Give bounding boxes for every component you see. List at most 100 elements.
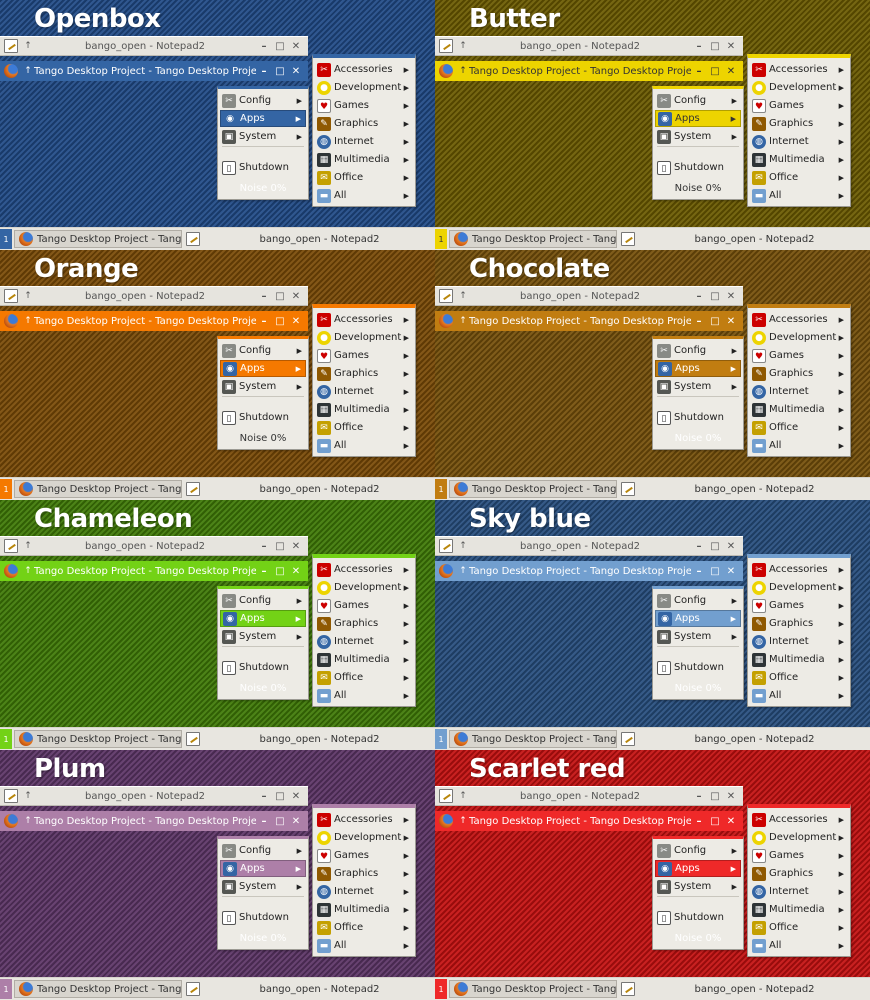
menu-item-development[interactable]: ● Development ▶ bbox=[315, 579, 413, 596]
menu-item-internet[interactable]: ◍ Internet ▶ bbox=[315, 133, 413, 150]
minimize-button[interactable]: – bbox=[261, 65, 267, 77]
menu-item-system[interactable]: ▣ System ▶ bbox=[655, 128, 741, 145]
maximize-button[interactable]: □ bbox=[710, 540, 720, 552]
menu-item-internet[interactable]: ◍ Internet ▶ bbox=[315, 883, 413, 900]
close-button[interactable]: ✕ bbox=[726, 540, 736, 552]
menu-item-shutdown[interactable]: ▯ Shutdown bbox=[220, 159, 306, 176]
taskbar-task-firefox[interactable]: Tango Desktop Project - Tang... bbox=[14, 480, 182, 498]
firefox-icon[interactable] bbox=[4, 64, 18, 78]
minimize-button[interactable]: – bbox=[261, 40, 267, 52]
menu-item-system[interactable]: ▣ System ▶ bbox=[655, 378, 741, 395]
menu-item-config[interactable]: ✂ Config ▶ bbox=[655, 592, 741, 609]
menu-item-shutdown[interactable]: ▯ Shutdown bbox=[655, 659, 741, 676]
active-window-titlebar[interactable]: ↑ Tango Desktop Project - Tango Desktop … bbox=[435, 61, 743, 81]
desktop-pager[interactable]: 1 bbox=[435, 729, 447, 749]
minimize-button[interactable]: – bbox=[261, 790, 267, 802]
close-button[interactable]: ✕ bbox=[291, 290, 301, 302]
up-arrow-icon[interactable]: ↑ bbox=[459, 566, 467, 576]
up-arrow-icon[interactable]: ↑ bbox=[459, 541, 467, 551]
maximize-button[interactable]: □ bbox=[275, 790, 285, 802]
up-arrow-icon[interactable]: ↑ bbox=[459, 41, 467, 51]
menu-item-system[interactable]: ▣ System ▶ bbox=[220, 628, 306, 645]
menu-item-development[interactable]: ● Development ▶ bbox=[750, 579, 848, 596]
taskbar-task-firefox[interactable]: Tango Desktop Project - Tang... bbox=[14, 230, 182, 248]
menu-item-development[interactable]: ● Development ▶ bbox=[315, 329, 413, 346]
menu-item-system[interactable]: ▣ System ▶ bbox=[220, 378, 306, 395]
menu-item-accessories[interactable]: ✂ Accessories ▶ bbox=[750, 811, 848, 828]
close-button[interactable]: ✕ bbox=[726, 40, 736, 52]
firefox-icon[interactable] bbox=[4, 564, 18, 578]
inactive-window-titlebar[interactable]: ↑ bango_open - Notepad2 – □ ✕ bbox=[435, 286, 743, 306]
menu-item-development[interactable]: ● Development ▶ bbox=[750, 79, 848, 96]
taskbar-task-firefox[interactable]: Tango Desktop Project - Tang... bbox=[449, 230, 617, 248]
menu-item-multimedia[interactable]: ▦ Multimedia ▶ bbox=[315, 901, 413, 918]
desktop-pager[interactable]: 1 bbox=[435, 229, 447, 249]
menu-item-config[interactable]: ✂ Config ▶ bbox=[220, 342, 306, 359]
close-button[interactable]: ✕ bbox=[291, 815, 301, 827]
menu-item-config[interactable]: ✂ Config ▶ bbox=[655, 92, 741, 109]
menu-item-accessories[interactable]: ✂ Accessories ▶ bbox=[315, 311, 413, 328]
notepad-icon[interactable] bbox=[439, 539, 453, 553]
menu-item-multimedia[interactable]: ▦ Multimedia ▶ bbox=[315, 651, 413, 668]
active-window-titlebar[interactable]: ↑ Tango Desktop Project - Tango Desktop … bbox=[0, 61, 308, 81]
menu-item-internet[interactable]: ◍ Internet ▶ bbox=[315, 383, 413, 400]
menu-item-accessories[interactable]: ✂ Accessories ▶ bbox=[750, 561, 848, 578]
maximize-button[interactable]: □ bbox=[710, 290, 720, 302]
menu-item-all[interactable]: ▬ All ▶ bbox=[315, 937, 413, 954]
menu-item-all[interactable]: ▬ All ▶ bbox=[315, 437, 413, 454]
menu-item-apps[interactable]: ◉ Apps ▶ bbox=[220, 610, 306, 627]
menu-item-config[interactable]: ✂ Config ▶ bbox=[655, 842, 741, 859]
menu-item-config[interactable]: ✂ Config ▶ bbox=[220, 592, 306, 609]
minimize-button[interactable]: – bbox=[696, 565, 702, 577]
menu-item-shutdown[interactable]: ▯ Shutdown bbox=[220, 659, 306, 676]
desktop-pager[interactable]: 1 bbox=[0, 729, 12, 749]
up-arrow-icon[interactable]: ↑ bbox=[24, 41, 32, 51]
menu-item-office[interactable]: ✉ Office ▶ bbox=[315, 919, 413, 936]
menu-item-multimedia[interactable]: ▦ Multimedia ▶ bbox=[315, 151, 413, 168]
inactive-window-titlebar[interactable]: ↑ bango_open - Notepad2 – □ ✕ bbox=[0, 536, 308, 556]
taskbar-task-firefox[interactable]: Tango Desktop Project - Tang... bbox=[449, 980, 617, 998]
menu-item-development[interactable]: ● Development ▶ bbox=[315, 829, 413, 846]
menu-item-graphics[interactable]: ✎ Graphics ▶ bbox=[750, 365, 848, 382]
menu-item-all[interactable]: ▬ All ▶ bbox=[750, 437, 848, 454]
taskbar-task-notepad[interactable]: bango_open - Notepad2 bbox=[617, 230, 870, 248]
menu-item-all[interactable]: ▬ All ▶ bbox=[315, 187, 413, 204]
firefox-icon[interactable] bbox=[4, 314, 18, 328]
minimize-button[interactable]: – bbox=[261, 315, 267, 327]
menu-item-system[interactable]: ▣ System ▶ bbox=[655, 878, 741, 895]
firefox-icon[interactable] bbox=[439, 564, 453, 578]
menu-item-apps[interactable]: ◉ Apps ▶ bbox=[655, 610, 741, 627]
firefox-icon[interactable] bbox=[439, 64, 453, 78]
close-button[interactable]: ✕ bbox=[726, 565, 736, 577]
active-window-titlebar[interactable]: ↑ Tango Desktop Project - Tango Desktop … bbox=[435, 811, 743, 831]
desktop-pager[interactable]: 1 bbox=[435, 979, 447, 999]
taskbar-task-notepad[interactable]: bango_open - Notepad2 bbox=[182, 230, 435, 248]
close-button[interactable]: ✕ bbox=[291, 565, 301, 577]
inactive-window-titlebar[interactable]: ↑ bango_open - Notepad2 – □ ✕ bbox=[435, 786, 743, 806]
up-arrow-icon[interactable]: ↑ bbox=[24, 791, 32, 801]
menu-item-accessories[interactable]: ✂ Accessories ▶ bbox=[315, 61, 413, 78]
maximize-button[interactable]: □ bbox=[275, 815, 285, 827]
menu-item-internet[interactable]: ◍ Internet ▶ bbox=[750, 133, 848, 150]
notepad-icon[interactable] bbox=[4, 39, 18, 53]
close-button[interactable]: ✕ bbox=[726, 65, 736, 77]
close-button[interactable]: ✕ bbox=[291, 540, 301, 552]
menu-item-games[interactable]: ♥ Games ▶ bbox=[315, 97, 413, 114]
menu-item-all[interactable]: ▬ All ▶ bbox=[750, 187, 848, 204]
menu-item-games[interactable]: ♥ Games ▶ bbox=[750, 597, 848, 614]
active-window-titlebar[interactable]: ↑ Tango Desktop Project - Tango Desktop … bbox=[0, 561, 308, 581]
firefox-icon[interactable] bbox=[439, 314, 453, 328]
close-button[interactable]: ✕ bbox=[291, 315, 301, 327]
menu-item-multimedia[interactable]: ▦ Multimedia ▶ bbox=[315, 401, 413, 418]
minimize-button[interactable]: – bbox=[261, 540, 267, 552]
maximize-button[interactable]: □ bbox=[275, 540, 285, 552]
up-arrow-icon[interactable]: ↑ bbox=[24, 541, 32, 551]
up-arrow-icon[interactable]: ↑ bbox=[24, 816, 32, 826]
up-arrow-icon[interactable]: ↑ bbox=[24, 66, 32, 76]
notepad-icon[interactable] bbox=[4, 789, 18, 803]
menu-item-apps[interactable]: ◉ Apps ▶ bbox=[655, 110, 741, 127]
notepad-icon[interactable] bbox=[439, 289, 453, 303]
taskbar-task-firefox[interactable]: Tango Desktop Project - Tang... bbox=[14, 980, 182, 998]
active-window-titlebar[interactable]: ↑ Tango Desktop Project - Tango Desktop … bbox=[0, 811, 308, 831]
desktop-pager[interactable]: 1 bbox=[0, 479, 12, 499]
